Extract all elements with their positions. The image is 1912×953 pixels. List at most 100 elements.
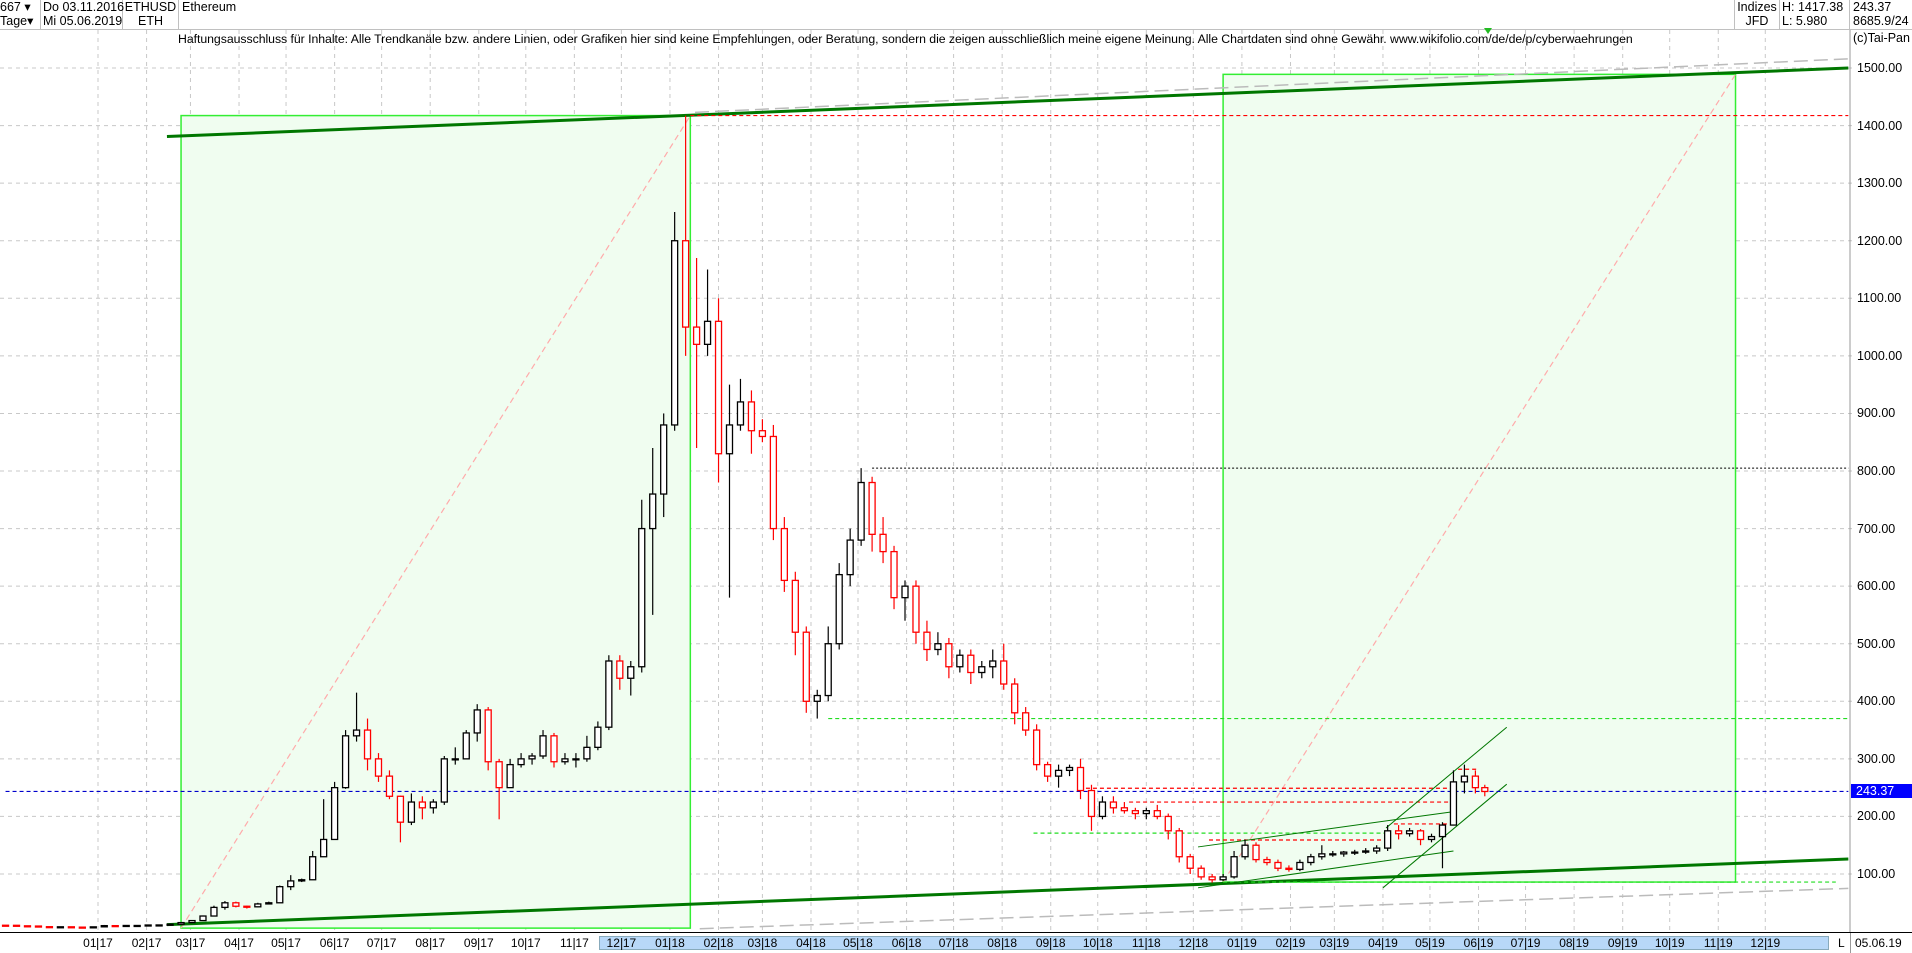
candle-body <box>517 758 525 766</box>
candle-body <box>144 924 152 927</box>
end-date: Mi 05.06.2019 <box>43 14 123 28</box>
candle-body <box>703 320 712 346</box>
candle-body <box>660 424 668 495</box>
candle-body <box>879 533 887 553</box>
candle-body <box>199 915 207 922</box>
candle-body <box>1022 712 1030 731</box>
candle-body <box>133 924 141 928</box>
candle-body <box>100 924 108 928</box>
x-tick-label: 09 18 <box>1035 936 1066 950</box>
candle-body <box>177 921 185 925</box>
candle-body <box>276 886 284 904</box>
candle-body <box>627 666 635 679</box>
candle-body <box>1241 844 1249 858</box>
projection-box <box>180 114 692 929</box>
current-price-label: 243.37 <box>1851 784 1912 799</box>
candle-body <box>758 430 767 438</box>
high-low-cell: H: 1417.38 L: 5.980 <box>1780 0 1850 30</box>
candle-body <box>1427 835 1436 841</box>
candle-body <box>1087 789 1096 818</box>
x-tick-label: 11 18 <box>1131 936 1161 950</box>
candle-body <box>594 726 602 748</box>
candle-body <box>418 801 427 809</box>
candle-body <box>989 660 997 668</box>
candle-body <box>868 481 876 535</box>
x-tick-label: 08 18 <box>987 936 1018 950</box>
candle-body <box>396 795 405 823</box>
candle-body <box>725 424 734 455</box>
x-tick-label: 02 19 <box>1275 936 1306 950</box>
candle-body <box>484 709 492 763</box>
candle-body <box>616 660 624 679</box>
high-value: H: 1417.38 <box>1782 0 1844 14</box>
candle-body <box>583 746 591 760</box>
candle-body <box>429 801 437 809</box>
candle-body <box>1438 824 1447 838</box>
trend-line-thin-green <box>1197 811 1452 848</box>
candle-body <box>155 924 163 927</box>
candle-body <box>605 660 613 728</box>
candle-body <box>890 550 898 599</box>
candle-body <box>846 539 854 576</box>
scroll-latest-button[interactable]: L <box>1838 936 1845 950</box>
candles <box>1 115 1489 929</box>
y-tick-label: 1200.00 <box>1857 233 1903 248</box>
candle-body <box>1219 876 1227 881</box>
candle-body <box>374 758 383 777</box>
candle-body <box>1252 844 1260 861</box>
candle-body <box>1449 781 1458 826</box>
x-tick-label: 03 17 <box>175 936 206 950</box>
trend-line-thick-green <box>166 857 1849 927</box>
candle-body <box>352 729 361 737</box>
start-date: Do 03.11.2016 <box>43 0 125 14</box>
scrollbar-thumb[interactable] <box>599 936 1829 950</box>
x-tick-label: 08 17 <box>415 936 446 950</box>
x-axis: 01 17 02 17 03 17 04 17 05 17 06 17 07 17 08 17 09 17 10 17… <box>0 932 1912 953</box>
candle-body <box>1318 853 1326 858</box>
date-range[interactable]: Do 03.11.2016 Mi 05.06.2019 <box>41 0 125 30</box>
x-tick-label: 10 18 <box>1082 936 1113 950</box>
y-tick-label: 300.00 <box>1857 751 1896 766</box>
candle-body <box>1263 858 1271 864</box>
y-tick-label: 400.00 <box>1857 694 1896 709</box>
x-tick-label: 03 18 <box>747 936 778 950</box>
annotation-lines <box>5 58 1849 930</box>
extra-value: 8685.9/24 <box>1853 14 1909 28</box>
x-tick-label: 07 19 <box>1510 936 1541 950</box>
count-selector[interactable]: 667 ▾ Tage▾ <box>0 0 41 30</box>
candle-body <box>451 758 459 761</box>
candle-body <box>1373 847 1381 852</box>
category: Indizes <box>1737 0 1777 14</box>
trend-line-thin-green <box>1197 850 1454 889</box>
candle-body <box>550 735 558 763</box>
candle-body <box>298 879 306 882</box>
candle-body <box>1098 801 1107 818</box>
x-tick-label: 08 19 <box>1559 936 1589 950</box>
x-tick-label: 04 18 <box>796 936 826 950</box>
x-tick-label: 05 17 <box>271 936 301 950</box>
candle-body <box>363 729 372 760</box>
candle-body <box>671 240 679 426</box>
x-tick-label: 02 18 <box>703 936 734 950</box>
candle-body <box>56 926 65 929</box>
candle-body <box>506 763 514 789</box>
trend-line-dash-gray <box>694 58 1849 114</box>
candle-body <box>780 527 788 582</box>
candle-body <box>802 631 810 702</box>
candle-body <box>1383 830 1392 849</box>
projection-box <box>1222 73 1737 883</box>
candle-body <box>330 786 339 841</box>
candle-body <box>1076 766 1085 792</box>
candle-body <box>23 925 32 928</box>
x-tick-label: 06 18 <box>891 936 922 950</box>
candle-body <box>1175 830 1183 858</box>
candle-body <box>769 435 778 530</box>
candle-body <box>166 923 174 926</box>
candle-body <box>1351 851 1359 854</box>
x-tick-label: 12 19 <box>1750 936 1781 950</box>
symbol: ETHUSD <box>124 0 177 14</box>
candle-body <box>692 326 701 346</box>
instrument-name: Ethereum <box>182 0 237 14</box>
y-tick-label: 700.00 <box>1857 521 1896 536</box>
